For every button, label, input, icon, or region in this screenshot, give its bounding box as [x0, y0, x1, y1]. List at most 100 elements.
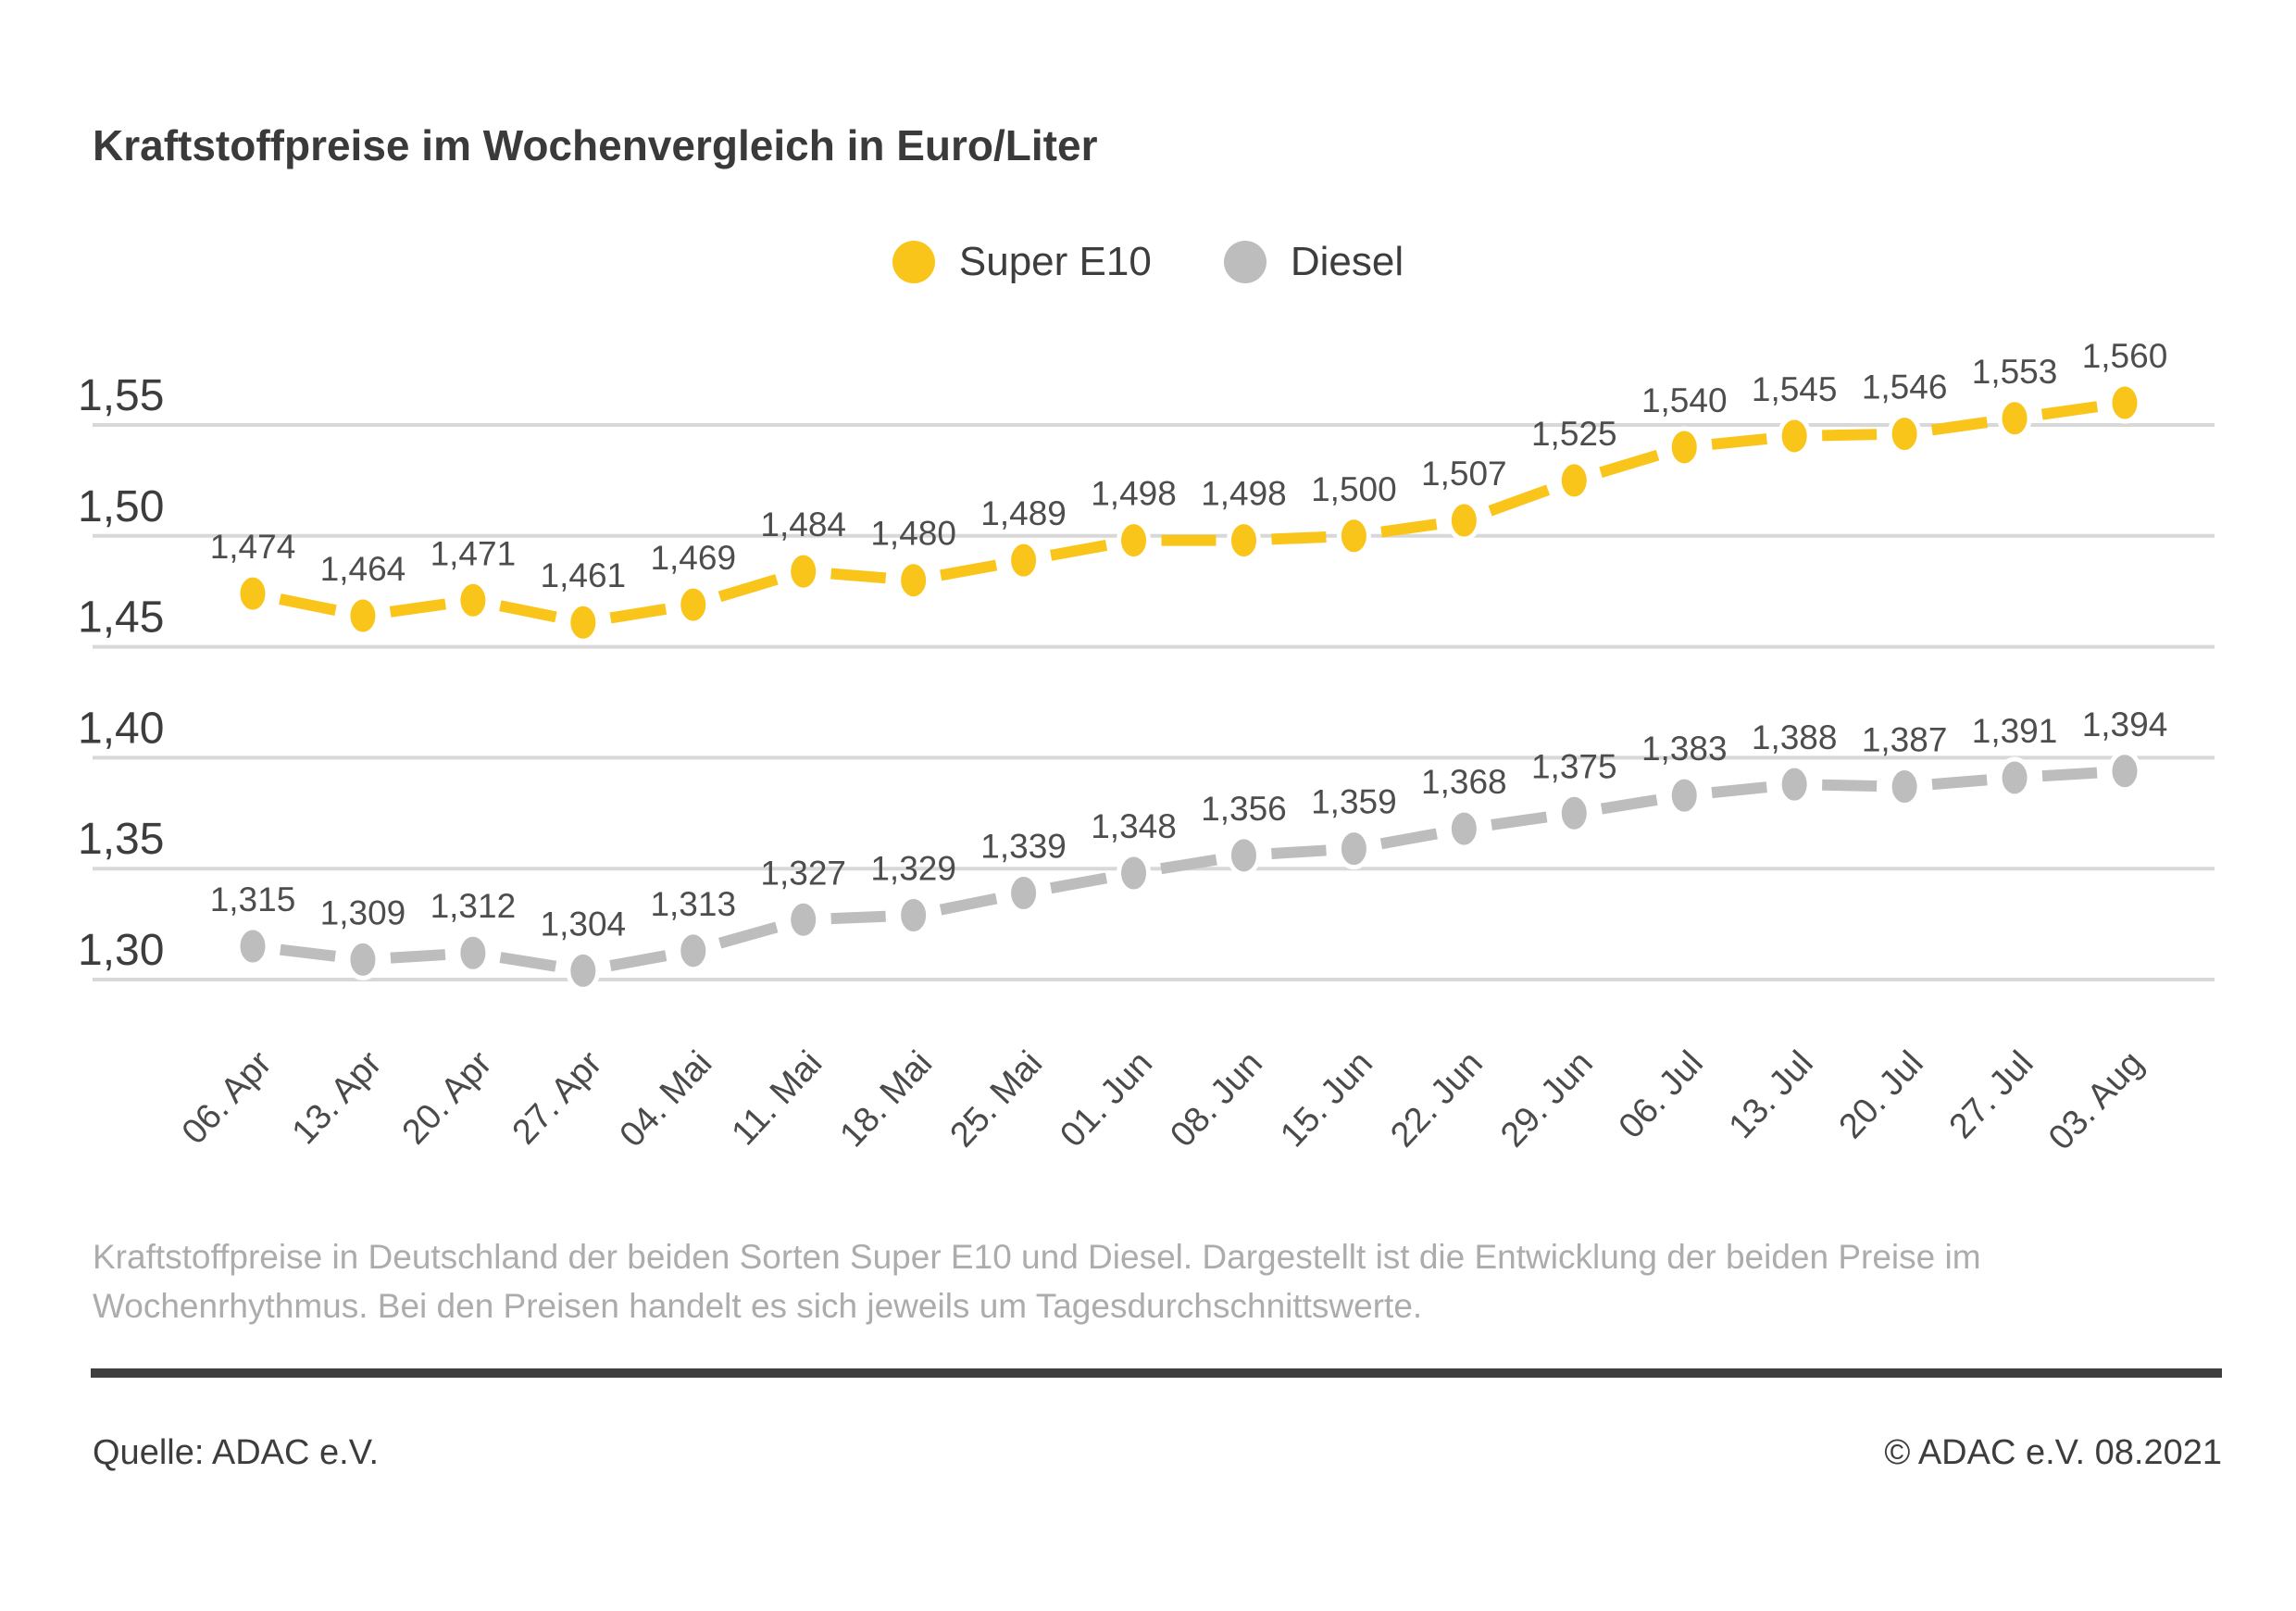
- chart-legend: Super E10 Diesel: [0, 239, 2296, 285]
- data-point-label: 1,540: [1641, 381, 1728, 419]
- series-line-segment: [389, 598, 447, 618]
- data-point-marker: [896, 894, 931, 937]
- description-line-1: Kraftstoffpreise in Deutschland der beid…: [93, 1238, 1981, 1276]
- data-point-marker: [566, 949, 601, 992]
- x-tick-label: 06. Apr: [175, 1043, 280, 1152]
- data-point-marker: [1006, 872, 1042, 915]
- data-point-marker: [1777, 415, 1812, 457]
- data-point-marker: [1556, 792, 1591, 834]
- x-tick-label: 13. Jul: [1722, 1043, 1821, 1146]
- series-line-segment: [830, 910, 886, 925]
- series-line-segment: [390, 949, 446, 964]
- data-point-marker: [896, 559, 931, 602]
- data-point-marker: [1666, 774, 1702, 817]
- series-line-segment: [1822, 779, 1878, 792]
- data-point-label: 1,469: [650, 539, 736, 577]
- series-line-segment: [1050, 872, 1108, 894]
- data-point-label: 1,359: [1311, 783, 1397, 821]
- data-point-label: 1,368: [1421, 763, 1507, 801]
- data-point-label: 1,546: [1862, 368, 1948, 406]
- data-point-label: 1,315: [210, 880, 296, 918]
- data-point-label: 1,356: [1201, 790, 1287, 828]
- data-point-marker: [676, 583, 711, 626]
- data-point-marker: [1006, 539, 1042, 581]
- x-tick-label: 29. Jun: [1493, 1043, 1601, 1155]
- data-point-label: 1,560: [2082, 337, 2168, 375]
- data-point-label: 1,498: [1091, 475, 1177, 513]
- y-tick-label: 1,30: [78, 926, 164, 975]
- legend-item-super-e10: Super E10: [892, 239, 1152, 285]
- data-point-marker: [2107, 750, 2142, 793]
- data-point-label: 1,391: [1972, 712, 2058, 750]
- series-line-segment: [1599, 449, 1660, 478]
- x-tick-label: 06. Jul: [1612, 1043, 1711, 1146]
- data-point-marker: [1226, 834, 1261, 877]
- series-line-segment: [499, 600, 557, 623]
- series-line-segment: [1711, 433, 1767, 450]
- series-line-segment: [1600, 793, 1658, 815]
- data-point-label: 1,304: [541, 905, 627, 943]
- data-point-label: 1,461: [541, 556, 627, 594]
- legend-label-super-e10: Super E10: [958, 239, 1152, 284]
- data-point-marker: [1556, 459, 1591, 502]
- x-tick-label: 22. Jun: [1383, 1043, 1491, 1155]
- x-tick-label: 04. Mai: [613, 1043, 720, 1155]
- data-point-label: 1,489: [980, 494, 1067, 532]
- data-point-label: 1,545: [1752, 370, 1838, 408]
- x-tick-label: 01. Jun: [1053, 1043, 1160, 1155]
- x-tick-label: 13. Apr: [285, 1043, 390, 1152]
- data-point-marker: [1336, 515, 1371, 557]
- data-point-marker: [455, 579, 491, 621]
- data-point-marker: [1336, 828, 1371, 870]
- series-line-segment: [2041, 767, 2098, 782]
- y-tick-label: 1,35: [78, 815, 164, 864]
- data-point-label: 1,388: [1752, 718, 1838, 756]
- series-line-segment: [1822, 429, 1878, 442]
- data-point-marker: [2107, 381, 2142, 424]
- series-line-segment: [1380, 518, 1438, 538]
- divider-rule: [91, 1368, 2222, 1378]
- data-point-marker: [1887, 766, 1922, 808]
- series-line-segment: [1160, 854, 1217, 875]
- legend-dot-diesel-icon: [1223, 241, 1267, 283]
- data-point-marker: [1117, 519, 1152, 562]
- source-label: Quelle: ADAC e.V.: [93, 1433, 380, 1472]
- series-line-segment: [830, 568, 887, 584]
- data-point-marker: [566, 601, 601, 643]
- legend-dot-super-e10-icon: [892, 241, 935, 283]
- data-point-label: 1,339: [980, 828, 1067, 866]
- data-point-label: 1,553: [1972, 353, 2058, 391]
- x-tick-label: 27. Jul: [1942, 1043, 2041, 1146]
- data-point-label: 1,480: [870, 515, 956, 553]
- data-point-label: 1,394: [2082, 706, 2168, 743]
- page-title: Kraftstoffpreise im Wochenvergleich in E…: [93, 121, 1098, 169]
- series-line-segment: [1271, 531, 1327, 545]
- data-point-marker: [1226, 519, 1261, 562]
- series-line-segment: [609, 603, 668, 624]
- series-line-segment: [1271, 844, 1327, 860]
- data-point-marker: [676, 930, 711, 972]
- data-point-label: 1,525: [1531, 415, 1617, 453]
- data-point-label: 1,312: [430, 887, 517, 925]
- x-tick-label: 11. Mai: [725, 1043, 830, 1153]
- data-point-marker: [1446, 499, 1481, 542]
- y-tick-label: 1,50: [78, 482, 164, 531]
- data-point-marker: [1666, 426, 1702, 468]
- y-tick-label: 1,55: [78, 371, 164, 420]
- series-line-segment: [718, 921, 779, 949]
- data-point-label: 1,474: [210, 528, 296, 566]
- data-point-marker: [1997, 756, 2032, 799]
- series-line-segment: [1379, 828, 1438, 850]
- data-point-label: 1,464: [320, 550, 406, 588]
- data-point-label: 1,329: [870, 850, 956, 888]
- series-line-segment: [279, 593, 337, 617]
- chart-description: Kraftstoffpreise in Deutschland der beid…: [93, 1233, 1990, 1330]
- data-point-label: 1,348: [1091, 807, 1177, 845]
- series-line-segment: [1711, 781, 1767, 799]
- data-point-marker: [1446, 807, 1481, 850]
- data-point-marker: [235, 925, 270, 968]
- data-point-marker: [345, 938, 381, 980]
- series-line-segment: [1931, 774, 1988, 791]
- source-bar: Quelle: ADAC e.V. © ADAC e.V. 08.2021: [93, 1433, 2222, 1473]
